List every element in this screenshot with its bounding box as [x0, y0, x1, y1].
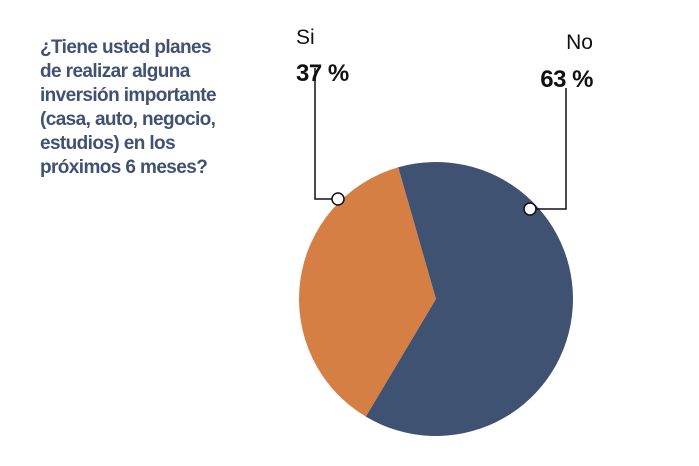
- chart-title: ¿Tiene usted planes de realizar alguna i…: [40, 36, 280, 180]
- pie-slice-no: [365, 162, 573, 436]
- title-line: de realizar alguna: [40, 61, 190, 82]
- leader-line-no: [530, 88, 567, 210]
- slice-value-si: 37 %: [296, 60, 349, 87]
- slice-value-no: 63 %: [540, 66, 593, 93]
- leader-line-si: [314, 68, 338, 200]
- leader-dot-no: [523, 202, 537, 216]
- pie-slice-si: [298, 167, 436, 417]
- title-line: estudios) en los: [40, 133, 176, 154]
- title-line: próximos 6 meses?: [40, 157, 208, 178]
- title-line: inversión importante: [40, 85, 217, 106]
- slice-label-no: No: [566, 31, 593, 54]
- leader-dot-si: [331, 192, 345, 206]
- title-line: ¿Tiene usted planes: [40, 37, 212, 58]
- slice-label-si: Si: [296, 26, 315, 49]
- title-line: (casa, auto, negocio,: [40, 109, 216, 130]
